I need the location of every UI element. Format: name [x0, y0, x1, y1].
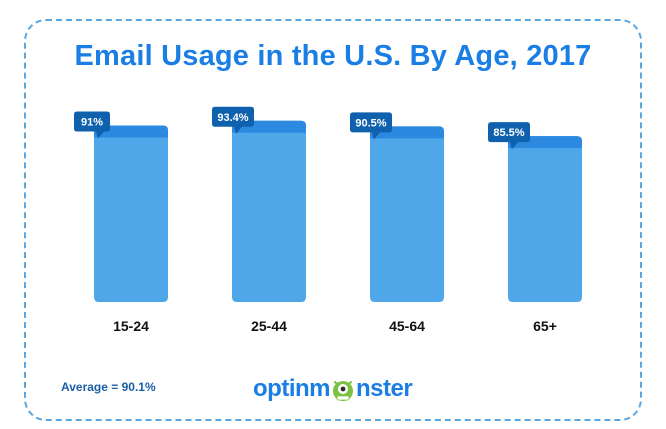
bar-group-65+: 85.5% 65+ [488, 122, 582, 334]
bar-group-15-24: 91% 15-24 [74, 111, 168, 334]
x-tick-label: 65+ [533, 318, 557, 334]
brand-text-left: optinm [253, 375, 330, 402]
data-label-badge [212, 106, 254, 134]
bar [370, 126, 444, 303]
data-label-badge [488, 122, 530, 150]
brand-logo: optinm nster [253, 375, 413, 403]
data-label: 90.5% [355, 117, 386, 129]
chart-title: Email Usage in the U.S. By Age, 2017 [74, 40, 592, 72]
bar [232, 120, 306, 302]
chart-frame [24, 19, 642, 421]
x-tick-label: 15-24 [113, 318, 149, 334]
data-label-badge [74, 111, 110, 139]
brand-text-right: nster [355, 375, 413, 402]
bar [94, 125, 168, 303]
x-tick-label: 25-44 [251, 318, 287, 334]
average-note: Average = 90.1% [61, 380, 156, 394]
data-label: 93.4% [217, 112, 248, 124]
bar-group-25-44: 93.4% 25-44 [212, 106, 306, 334]
monster-icon [332, 381, 353, 401]
data-label-badge [350, 112, 392, 140]
bar-group-45-64: 90.5% 45-64 [350, 112, 444, 334]
data-label: 91% [81, 116, 103, 128]
x-tick-label: 45-64 [389, 318, 425, 334]
data-label: 85.5% [493, 127, 524, 139]
bar [508, 136, 582, 302]
bar-cap [94, 125, 168, 138]
